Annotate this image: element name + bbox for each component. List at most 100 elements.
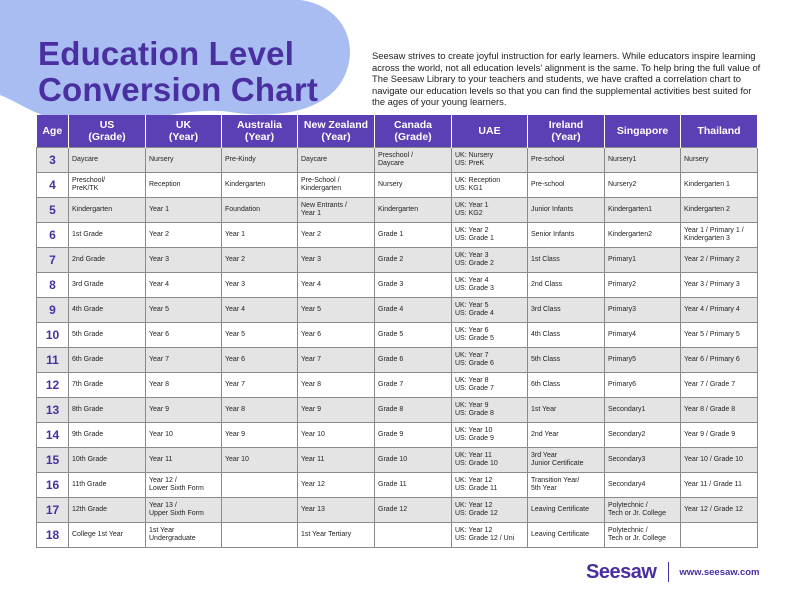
column-unit: (Year) bbox=[551, 131, 581, 143]
level-cell: Primary4 bbox=[604, 322, 681, 348]
level-cell: 1st Year Undergraduate bbox=[145, 522, 222, 548]
level-cell: 7th Grade bbox=[68, 372, 146, 398]
age-cell: 15 bbox=[36, 447, 69, 473]
level-cell: Leaving Certificate bbox=[527, 522, 605, 548]
table-row: 4 Preschool/ PreK/TK Reception Kindergarten… bbox=[36, 172, 758, 198]
level-cell: Kindergarten bbox=[221, 172, 298, 198]
level-cell: New Entrants / Year 1 bbox=[297, 197, 375, 223]
column-unit: (Grade) bbox=[394, 131, 432, 143]
level-cell: UK: Year 11 US: Grade 10 bbox=[451, 447, 528, 473]
level-cell: Polytechnic / Tech or Jr. College bbox=[604, 497, 681, 523]
column-unit: (Year) bbox=[321, 131, 351, 143]
level-cell: Senior Infants bbox=[527, 222, 605, 248]
level-cell: 2nd Class bbox=[527, 272, 605, 298]
table-row: 10 5th Grade Year 6 Year 5 Year 6 Grade 5 UK: … bbox=[36, 322, 758, 348]
column-name: Singapore bbox=[616, 125, 669, 137]
level-cell: UK: Year 12 US: Grade 12 bbox=[451, 497, 528, 523]
level-cell: Year 1 bbox=[221, 222, 298, 248]
age-cell: 10 bbox=[36, 322, 69, 348]
column-name: US bbox=[99, 119, 115, 131]
column-unit: (Year) bbox=[168, 131, 199, 143]
level-cell: Year 10 / Grade 10 bbox=[680, 447, 758, 473]
level-cell: 2nd Year bbox=[527, 422, 605, 448]
table-row: 6 1st Grade Year 2 Year 1 Year 2 Grade 1 UK: Y… bbox=[36, 222, 758, 248]
column-name: UK bbox=[175, 119, 192, 131]
level-cell: Grade 8 bbox=[374, 397, 452, 423]
level-cell: Grade 3 bbox=[374, 272, 452, 298]
level-cell: 3rd Class bbox=[527, 297, 605, 323]
level-cell: Nursery bbox=[374, 172, 452, 198]
level-cell: Year 4 bbox=[297, 272, 375, 298]
level-cell: Year 5 bbox=[145, 297, 222, 323]
level-cell: Grade 5 bbox=[374, 322, 452, 348]
table-row: 13 8th Grade Year 9 Year 8 Year 9 Grade 8 UK: … bbox=[36, 397, 758, 423]
level-cell: Pre-school bbox=[527, 147, 605, 173]
table-row: 17 12th Grade Year 13 / Upper Sixth Form Ye… bbox=[36, 497, 758, 523]
level-cell: Pre-school bbox=[527, 172, 605, 198]
level-cell: Kindergarten1 bbox=[604, 197, 681, 223]
level-cell: Kindergarten 1 bbox=[680, 172, 758, 198]
level-cell: Year 6 bbox=[145, 322, 222, 348]
level-cell: Grade 6 bbox=[374, 347, 452, 373]
level-cell: Year 1 / Primary 1 / Kindergarten 3 bbox=[680, 222, 758, 248]
level-cell: Year 1 bbox=[145, 197, 222, 223]
level-cell: Year 7 bbox=[297, 347, 375, 373]
level-cell: 12th Grade bbox=[68, 497, 146, 523]
level-cell: Year 9 bbox=[221, 422, 298, 448]
column-name: UAE bbox=[478, 125, 501, 137]
level-cell: UK: Year 5 US: Grade 4 bbox=[451, 297, 528, 323]
age-cell: 18 bbox=[36, 522, 69, 548]
level-cell: UK: Year 12 US: Grade 12 / Uni bbox=[451, 522, 528, 548]
level-cell: 11th Grade bbox=[68, 472, 146, 498]
level-cell: 6th Class bbox=[527, 372, 605, 398]
level-cell: Primary3 bbox=[604, 297, 681, 323]
level-cell: Grade 11 bbox=[374, 472, 452, 498]
level-cell: Grade 1 bbox=[374, 222, 452, 248]
level-cell: Secondary2 bbox=[604, 422, 681, 448]
level-cell: Junior Infants bbox=[527, 197, 605, 223]
table-row: 12 7th Grade Year 8 Year 7 Year 8 Grade 7 UK: … bbox=[36, 372, 758, 398]
age-cell: 3 bbox=[36, 147, 69, 173]
level-cell: Preschool/ PreK/TK bbox=[68, 172, 146, 198]
level-cell: Year 12 bbox=[297, 472, 375, 498]
level-cell: Year 13 bbox=[297, 497, 375, 523]
level-cell: Year 12 / Lower Sixth Form bbox=[145, 472, 222, 498]
blob-shape bbox=[0, 0, 350, 126]
age-cell: 4 bbox=[36, 172, 69, 198]
level-cell: UK: Nursery US: PreK bbox=[451, 147, 528, 173]
column-header: UK (Year) bbox=[145, 115, 222, 148]
level-cell: Transition Year/ 5th Year bbox=[527, 472, 605, 498]
level-cell: UK: Year 6 US: Grade 5 bbox=[451, 322, 528, 348]
level-cell: Year 11 bbox=[145, 447, 222, 473]
table-row: 5 Kindergarten Year 1 Foundation New Entrant… bbox=[36, 197, 758, 223]
level-cell bbox=[374, 522, 452, 548]
level-cell: 1st Grade bbox=[68, 222, 146, 248]
divider bbox=[668, 562, 670, 582]
level-cell: 5th Class bbox=[527, 347, 605, 373]
level-cell: Kindergarten bbox=[374, 197, 452, 223]
column-unit: (Grade) bbox=[88, 131, 126, 143]
level-cell: Year 6 bbox=[297, 322, 375, 348]
logo: Seesaw bbox=[586, 560, 657, 583]
level-cell: UK: Year 12 US: Grade 11 bbox=[451, 472, 528, 498]
level-cell: Foundation bbox=[221, 197, 298, 223]
level-cell: 1st Class bbox=[527, 247, 605, 273]
level-cell: 3rd Grade bbox=[68, 272, 146, 298]
level-cell: 4th Grade bbox=[68, 297, 146, 323]
level-cell: Secondary3 bbox=[604, 447, 681, 473]
level-cell: 2nd Grade bbox=[68, 247, 146, 273]
footer: Seesaw www.seesaw.com bbox=[586, 561, 759, 583]
age-cell: 6 bbox=[36, 222, 69, 248]
level-cell: Year 4 bbox=[221, 297, 298, 323]
level-cell: UK: Year 1 US: KG2 bbox=[451, 197, 528, 223]
column-name: Canada bbox=[394, 119, 432, 131]
level-cell: Year 2 / Primary 2 bbox=[680, 247, 758, 273]
level-cell: Year 4 bbox=[145, 272, 222, 298]
level-cell: Year 10 bbox=[145, 422, 222, 448]
level-cell: Year 6 bbox=[221, 347, 298, 373]
level-cell: Year 11 / Grade 11 bbox=[680, 472, 758, 498]
title: Education Level Conversion Chart bbox=[38, 35, 319, 108]
column-header: Thailand bbox=[680, 115, 758, 148]
